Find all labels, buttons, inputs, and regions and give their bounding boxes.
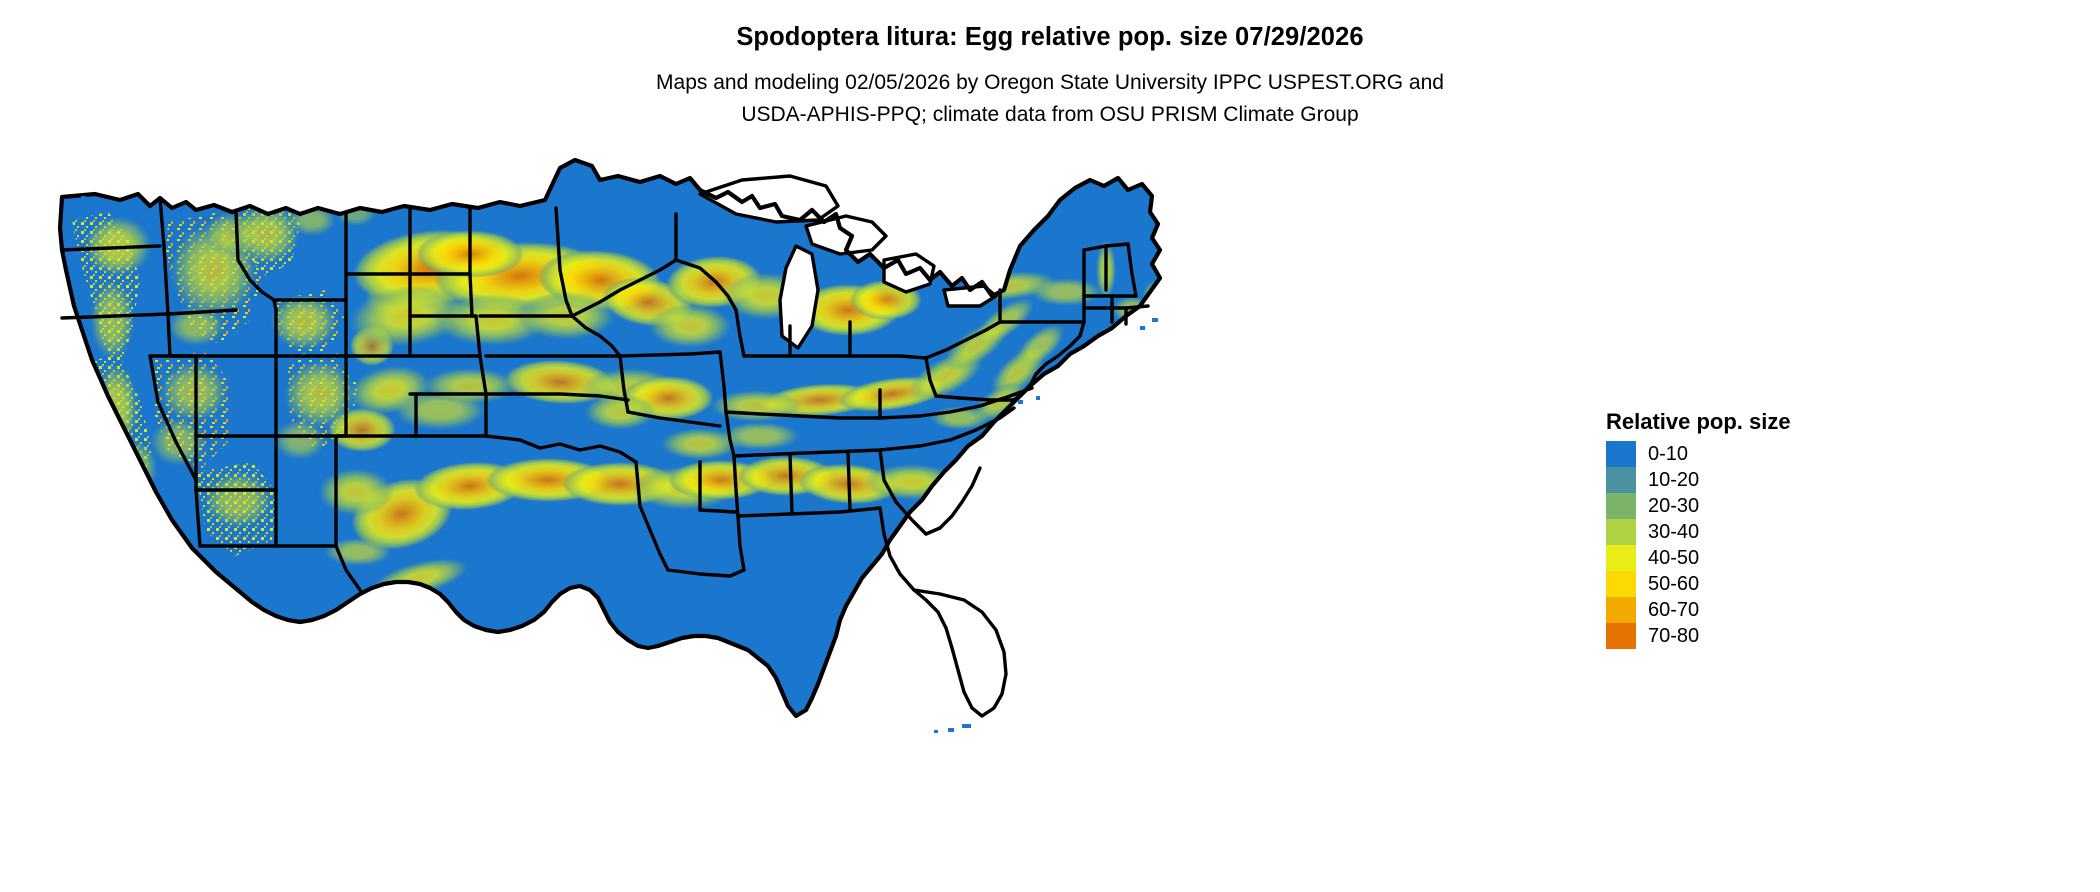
title-block: Spodoptera litura: Egg relative pop. siz… xyxy=(0,0,2100,130)
legend-row: 70-80 xyxy=(1606,623,1906,650)
legend-title: Relative pop. size xyxy=(1606,409,1791,434)
florida-ridge xyxy=(962,572,1021,674)
legend-row: 40-50 xyxy=(1606,545,1906,572)
legend-label: 50-60 xyxy=(1648,573,1700,596)
page-title: Spodoptera litura: Egg relative pop. siz… xyxy=(736,23,1364,51)
legend-swatch xyxy=(1606,493,1636,520)
legend: Relative pop. size 0-10 10-20 20-30 30-4… xyxy=(1606,409,1906,650)
legend-label: 60-70 xyxy=(1648,599,1700,622)
legend-swatch xyxy=(1606,623,1636,650)
legend-label: 10-20 xyxy=(1648,469,1700,492)
legend-row: 30-40 xyxy=(1606,519,1906,546)
subtitle-line-2: USDA-APHIS-PPQ; climate data from OSU PR… xyxy=(741,102,1359,126)
subtitle-line-1: Maps and modeling 02/05/2026 by Oregon S… xyxy=(656,71,1444,95)
midwest-hotspot-band xyxy=(348,196,1102,348)
legend-label: 0-10 xyxy=(1648,443,1689,466)
legend-row: 60-70 xyxy=(1606,597,1906,624)
legend-label: 70-80 xyxy=(1648,625,1700,648)
legend-row: 20-30 xyxy=(1606,493,1906,520)
us-map-panel xyxy=(0,150,1580,892)
legend-label: 20-30 xyxy=(1648,495,1700,518)
legend-swatch xyxy=(1606,441,1636,468)
legend-swatch xyxy=(1606,467,1636,494)
offshore-specks xyxy=(81,196,1158,733)
legend-swatch xyxy=(1606,597,1636,624)
legend-row: 10-20 xyxy=(1606,467,1906,494)
legend-swatch xyxy=(1606,519,1636,546)
us-choropleth-map xyxy=(57,157,1163,733)
great-lakes xyxy=(700,176,996,348)
legend-label: 30-40 xyxy=(1648,521,1700,544)
map-subtitle: Maps and modeling 02/05/2026 by Oregon S… xyxy=(0,52,2100,130)
legend-row: 0-10 xyxy=(1606,441,1906,468)
legend-label: 40-50 xyxy=(1648,547,1700,570)
legend-row: 50-60 xyxy=(1606,571,1906,598)
legend-swatch xyxy=(1606,545,1636,572)
state-borders xyxy=(57,157,1163,719)
legend-swatch xyxy=(1606,571,1636,598)
